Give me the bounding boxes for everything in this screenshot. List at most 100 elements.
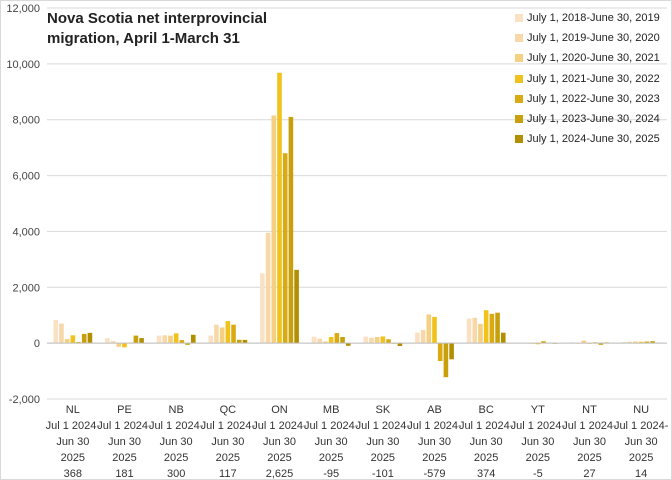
bar-on xyxy=(288,116,294,344)
bar-nu xyxy=(650,341,655,344)
x-tick-label-name: BC xyxy=(479,404,494,416)
bar-mb xyxy=(311,336,317,344)
bar-bc xyxy=(483,310,489,344)
bar-on xyxy=(277,72,282,344)
bar-qc xyxy=(208,335,214,344)
bar-nu xyxy=(621,342,627,344)
bar-nl xyxy=(76,342,81,344)
bar-on xyxy=(271,115,277,344)
bar-mb xyxy=(328,336,334,344)
x-tick-label-name: YT xyxy=(531,404,545,416)
bar-nb xyxy=(173,333,179,344)
x-tick-label-line2: Jun 30 xyxy=(418,436,451,448)
bar-nt xyxy=(598,343,604,345)
x-tick-label-line2: Jun 30 xyxy=(56,436,89,448)
bar-pe xyxy=(105,338,110,344)
legend-item: July 1, 2022-June 30, 2023 xyxy=(515,89,660,109)
x-tick-label-line1: Jul 1 2024- xyxy=(252,420,307,432)
bar-ab xyxy=(415,332,420,344)
x-tick-label-name: PE xyxy=(117,404,132,416)
bar-nl xyxy=(81,333,87,344)
legend-label: July 1, 2019-June 30, 2020 xyxy=(527,32,660,45)
x-tick-label-line1: Jul 1 2024- xyxy=(562,420,617,432)
x-tick-label-value_label: 300 xyxy=(167,468,185,479)
bar-bc xyxy=(466,318,472,344)
y-tick-label: 0 xyxy=(34,338,40,350)
x-tick-label-name: NB xyxy=(169,404,184,416)
x-tick-label-name: NU xyxy=(633,404,649,416)
bar-nl xyxy=(64,338,70,344)
bar-mb xyxy=(345,343,351,346)
x-tick-label-value_label: 14 xyxy=(635,468,647,479)
legend-swatch xyxy=(515,34,523,43)
x-tick-label-value_label: -95 xyxy=(323,468,339,479)
x-tick-label-line1: Jul 1 2024- xyxy=(511,420,566,432)
legend-label: July 1, 2021-June 30, 2022 xyxy=(527,72,660,85)
bar-mb xyxy=(334,333,340,344)
x-tick-label-line3: 2025 xyxy=(526,452,550,464)
bar-bc xyxy=(500,332,506,344)
x-tick-label-value_label: 374 xyxy=(477,468,495,479)
bar-nb xyxy=(185,343,190,345)
chart-title: Nova Scotia net interprovincial migratio… xyxy=(47,10,268,47)
x-tick-label-line3: 2025 xyxy=(61,452,85,464)
x-tick-label-line1: Jul 1 2024- xyxy=(459,420,514,432)
bar-ab xyxy=(437,343,443,362)
bar-nb xyxy=(162,335,168,344)
legend-swatch xyxy=(515,74,523,83)
legend-swatch xyxy=(515,94,523,103)
bar-pe xyxy=(116,343,122,347)
bar-ab xyxy=(432,316,437,344)
bar-nl xyxy=(70,335,76,344)
legend-item: July 1, 2018-June 30, 2019 xyxy=(515,8,660,28)
bar-ab xyxy=(420,330,426,344)
bar-qc xyxy=(214,324,219,344)
bar-sk xyxy=(386,339,391,344)
x-tick-label-name: SK xyxy=(375,404,390,416)
bar-sk xyxy=(369,337,374,344)
x-tick-label-line1: Jul 1 2024- xyxy=(614,420,669,432)
y-tick-label: 6,000 xyxy=(12,171,40,183)
x-tick-label-line3: 2025 xyxy=(577,452,601,464)
x-tick-label-value_label: -5 xyxy=(533,468,543,479)
x-tick-label-line3: 2025 xyxy=(371,452,395,464)
x-tick-label-line3: 2025 xyxy=(112,452,136,464)
bar-nb xyxy=(190,334,196,344)
bar-ab xyxy=(426,314,432,344)
bar-bc xyxy=(478,323,483,344)
bar-yt xyxy=(541,341,546,344)
legend-item: July 1, 2020-June 30, 2021 xyxy=(515,48,660,68)
bar-nl xyxy=(87,332,93,344)
bar-nu xyxy=(644,341,650,344)
x-tick-label-value_label: -579 xyxy=(423,468,445,479)
bar-sk xyxy=(363,336,369,344)
legend-swatch xyxy=(515,54,523,63)
bar-pe xyxy=(139,338,144,344)
x-tick-label-line2: Jun 30 xyxy=(160,436,193,448)
bar-sk xyxy=(380,336,386,344)
bar-nl xyxy=(53,319,59,344)
x-tick-label-name: NT xyxy=(582,404,597,416)
legend-label: July 1, 2018-June 30, 2019 xyxy=(527,12,660,25)
bar-qc xyxy=(231,324,236,344)
bar-nu xyxy=(627,341,633,344)
legend-label: July 1, 2020-June 30, 2021 xyxy=(527,52,660,65)
bar-qc xyxy=(236,339,242,344)
legend-item: July 1, 2023-June 30, 2024 xyxy=(515,109,660,129)
x-tick-label-line2: Jun 30 xyxy=(211,436,244,448)
bar-bc xyxy=(472,317,478,344)
x-tick-label-value_label: 181 xyxy=(115,468,133,479)
legend-label: July 1, 2024-June 30, 2025 xyxy=(527,133,660,146)
bar-mb xyxy=(340,336,345,344)
bar-sk xyxy=(397,343,403,346)
bar-nl xyxy=(59,323,64,344)
x-tick-label-line3: 2025 xyxy=(629,452,653,464)
x-tick-label-line3: 2025 xyxy=(422,452,446,464)
bar-nt xyxy=(581,340,587,344)
legend-label: July 1, 2023-June 30, 2024 xyxy=(527,113,660,126)
x-tick-label-line3: 2025 xyxy=(267,452,291,464)
x-tick-label-line1: Jul 1 2024- xyxy=(97,420,152,432)
bar-qc xyxy=(242,339,248,344)
legend-label: July 1, 2022-June 30, 2023 xyxy=(527,92,660,105)
